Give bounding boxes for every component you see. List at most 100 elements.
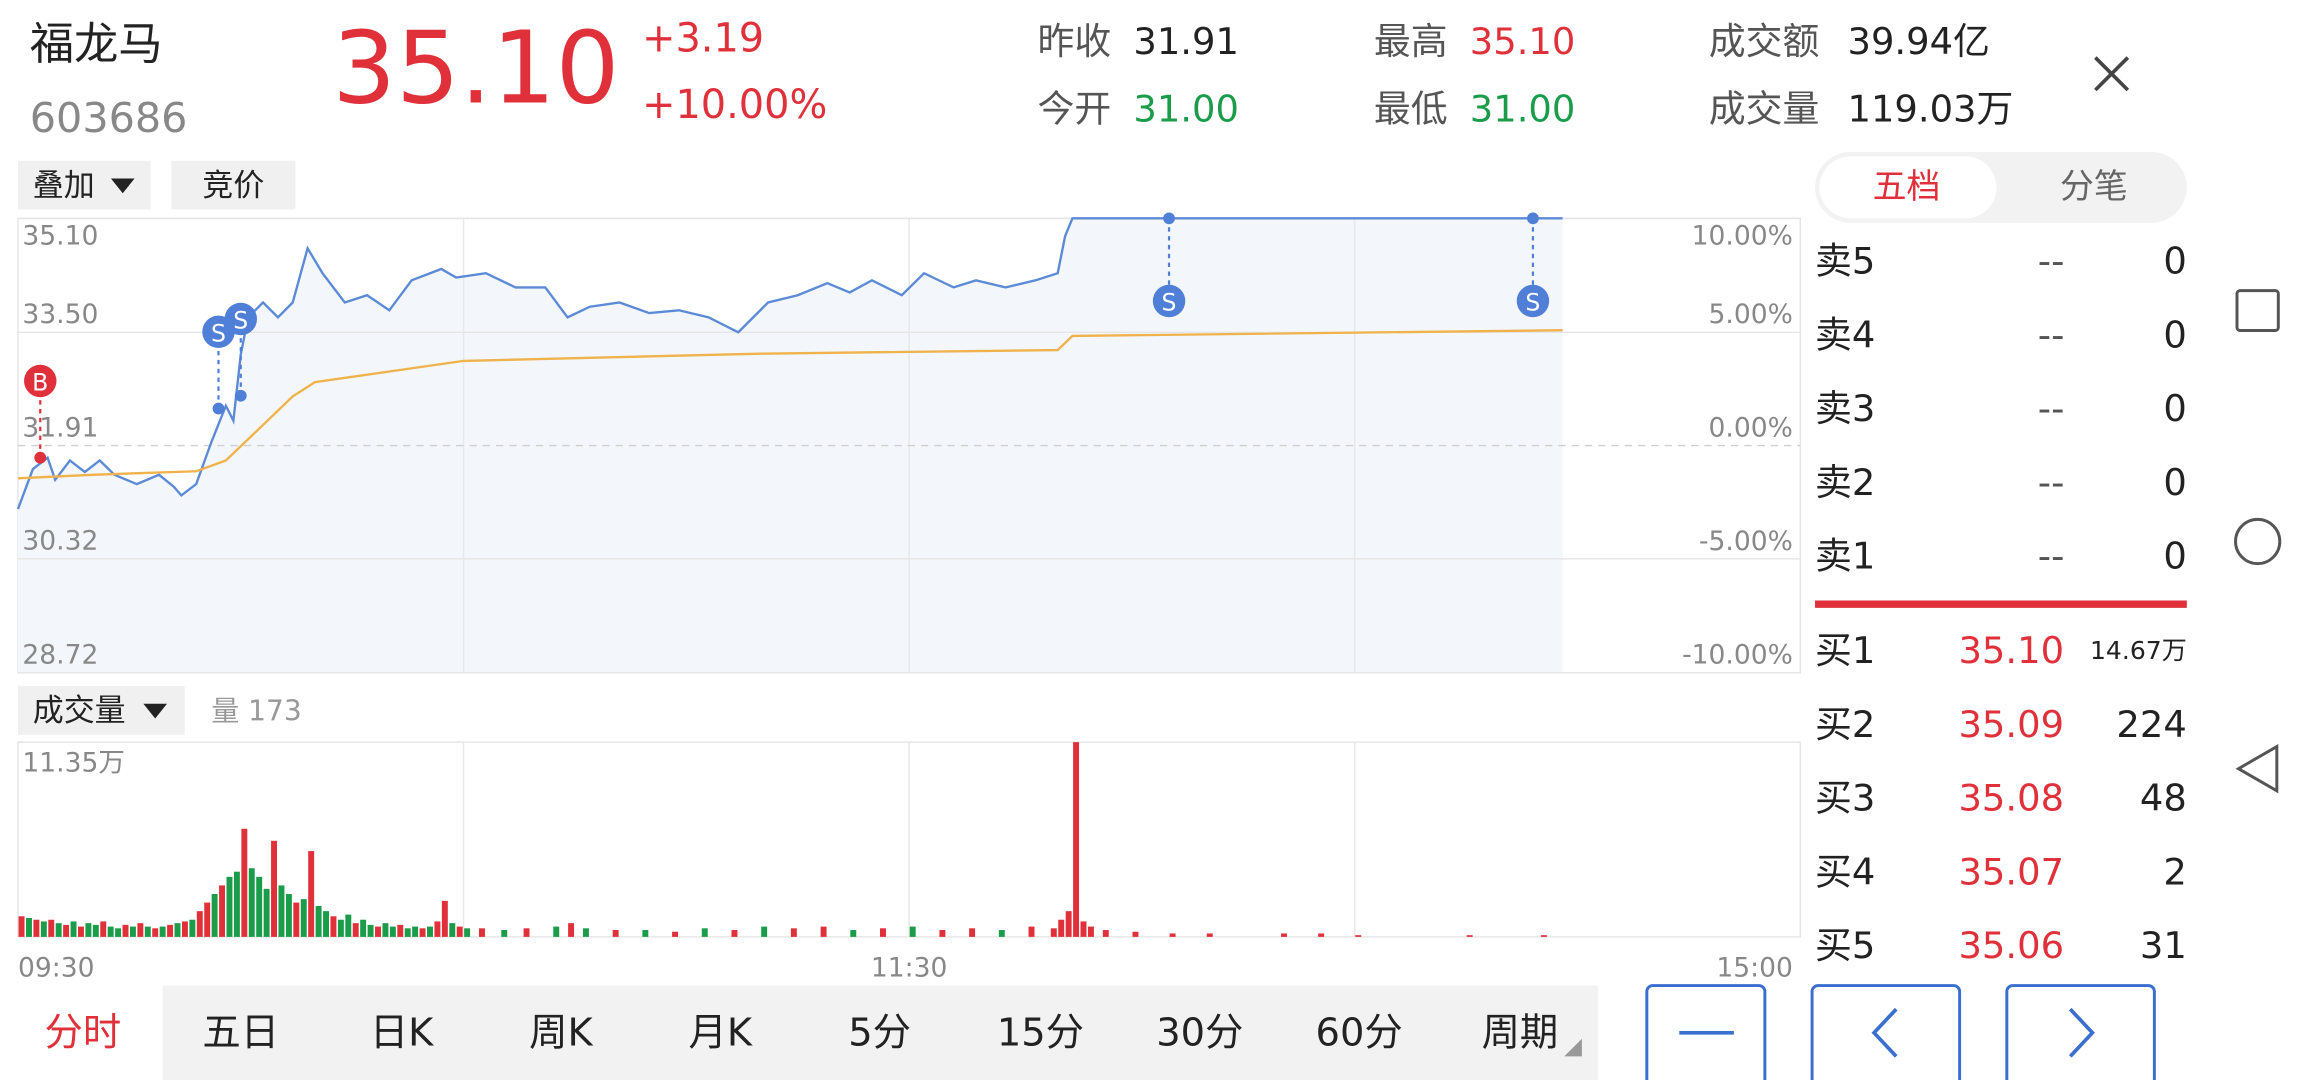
volume-bar [501,930,508,937]
auction-button[interactable]: 竞价 [171,160,296,210]
stat-label: 最高 [1374,20,1448,63]
x-tick-label: 09:30 [18,952,95,983]
right-icon [2068,1007,2095,1058]
y2-tick-label: 0.00% [1709,412,1793,443]
price-chart: 35.10 33.50 31.91 30.32 28.72 10.00% 5.00% 0.00… [16,212,1802,674]
volume-title: 成交量 [33,693,126,729]
volume-bar [233,871,240,937]
volume-bar [1087,926,1094,937]
volume-bar [441,900,448,937]
book-price: 35.08 [1958,777,2064,820]
period-tabs: 分时 五日 日K 周K 月K 5分 15分 30分 60分 周期 [45,1010,1559,1055]
volume-bar [464,928,471,937]
trade-label: S [211,319,226,347]
zoom-button[interactable] [1645,984,1767,1080]
volume-bar [137,923,144,937]
volume-bar [63,924,70,937]
y2-tick-label: -10.00% [1682,640,1793,671]
nav-home[interactable] [2234,517,2282,566]
volume-bar [40,921,47,937]
volume-bar [330,916,337,937]
volume-bar [300,899,307,937]
book-label: 买5 [1815,924,1875,967]
overlay-button[interactable]: 叠加 [17,160,151,210]
book-volume: 48 [2140,777,2187,820]
volume-bar [582,928,589,937]
period-tab[interactable]: 30分 [1156,1010,1243,1055]
period-tab[interactable]: 月K [689,1010,753,1055]
y2-tick-label: 10.00% [1692,221,1793,252]
stock-name: 福龙马 [30,19,163,70]
volume-bar [1355,935,1362,937]
period-tab[interactable]: 15分 [997,1010,1084,1055]
volume-bar [100,921,107,937]
volume-annotation: 量 173 [211,695,301,728]
volume-bar [189,919,196,937]
y-tick-label: 35.10 [22,221,98,252]
next-button[interactable] [2005,984,2156,1080]
volume-bar [672,931,679,937]
stat-value: 31.00 [1470,88,1576,131]
book-volume: 31 [2140,924,2187,967]
volume-bar [880,928,886,937]
volume-bar [226,876,233,937]
book-label: 卖5 [1815,240,1875,283]
volume-bar [18,916,25,937]
volume-bar [1281,933,1287,937]
period-tab[interactable]: 5分 [848,1010,911,1055]
volume-bar [456,926,463,937]
volume-bar [271,840,278,937]
volume-bar [48,919,55,937]
y-tick-label: 11.35万 [22,747,125,778]
close-button[interactable] [2094,56,2130,92]
period-tab[interactable]: 周K [529,1010,593,1055]
volume-bar [263,888,270,937]
volume-selector[interactable]: 成交量 [17,686,185,735]
book-price: -- [2038,387,2065,430]
period-tab[interactable]: 五日 [202,1010,279,1055]
volume-bar [55,923,62,937]
nav-recent[interactable] [2235,289,2280,332]
tab[interactable]: 五档 [1873,168,1941,207]
stat-value: 31.00 [1133,88,1239,131]
volume-bar [820,926,827,937]
stat-label: 最低 [1374,88,1448,131]
volume-bar [850,930,857,937]
prev-button[interactable] [1810,984,1962,1080]
book-label: 买4 [1815,850,1875,893]
period-tab[interactable]: 60分 [1316,1010,1403,1055]
y2-tick-label: -5.00% [1699,526,1793,557]
period-tab[interactable]: 日K [370,1010,434,1055]
volume-bar [731,930,738,937]
book-price: -- [2038,535,2065,578]
volume-bar [196,911,203,937]
book-volume: 2 [2163,850,2186,893]
book-volume: 14.67万 [2090,636,2187,665]
period-tab[interactable]: 周期 [1482,1010,1559,1055]
nav-back[interactable] [2235,744,2279,794]
volume-bar [1080,921,1087,937]
volume-bar [323,911,329,937]
volume-bar [70,921,77,937]
book-label: 卖3 [1815,387,1875,430]
book-price: 35.07 [1958,850,2064,893]
tab[interactable]: 分笔 [2060,168,2128,207]
close-icon [2094,56,2130,92]
period-bar [162,985,1599,1080]
volume-bar [1073,742,1080,937]
volume-bar [642,930,649,937]
volume-bar [211,893,218,937]
volume-bar [419,928,426,937]
volume-bar [1102,930,1109,937]
volume-bar [1318,933,1325,937]
volume-bar [174,923,181,937]
book-label: 买3 [1815,777,1875,820]
volume-bar [144,926,151,937]
period-tab[interactable]: 分时 [45,1010,122,1055]
volume-bar [1050,928,1057,937]
book-divider [1815,600,2187,608]
trade-badge [24,364,57,398]
volume-bar [129,926,136,937]
